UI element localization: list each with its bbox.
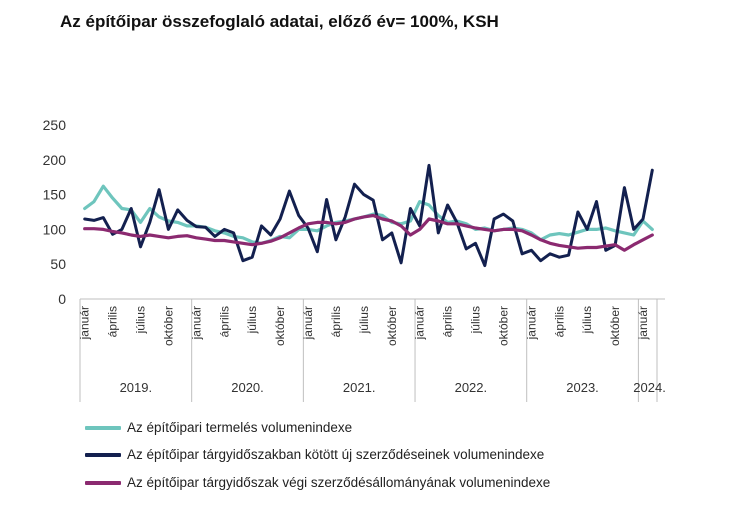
year-label: 2020.: [231, 380, 264, 395]
y-tick-label: 200: [43, 152, 67, 168]
month-tick-label: július: [357, 306, 371, 334]
legend-label-contract-stock: Az építőipar tárgyidőszak végi szerződés…: [127, 475, 551, 490]
y-tick-label: 0: [58, 291, 66, 307]
legend-label-new-contracts: Az építőipar tárgyidőszakban kötött új s…: [127, 447, 545, 462]
legend-swatch-contract-stock: [85, 480, 121, 485]
year-label: 2019.: [120, 380, 153, 395]
month-tick-label: január: [524, 306, 538, 340]
chart-title: Az építőipar összefoglaló adatai, előző …: [60, 12, 499, 31]
legend-item-contract-stock: Az építőipar tárgyidőszak végi szerződés…: [85, 475, 550, 490]
month-tick-label: április: [552, 306, 566, 337]
y-tick-label: 150: [43, 187, 67, 203]
month-tick-label: április: [329, 306, 343, 337]
month-tick-label: október: [161, 306, 175, 346]
year-label: 2021.: [343, 380, 376, 395]
legend-label-production: Az építőipari termelés volumenindexe: [127, 420, 353, 435]
legend-item-production: Az építőipari termelés volumenindexe: [85, 420, 352, 435]
series-line-3: [83, 213, 654, 252]
year-label: 2022.: [455, 380, 488, 395]
legend-item-new-contracts: Az építőipar tárgyidőszakban kötött új s…: [85, 447, 544, 462]
line-chart: 0 50 100 150 200 250 2019. 2020. 2021. 2022. 2023…: [43, 117, 666, 402]
month-tick-label: január: [189, 306, 203, 340]
month-tick-label: október: [496, 306, 510, 346]
legend-swatch-new-contracts: [85, 452, 121, 457]
month-tick-label: január: [301, 306, 315, 340]
month-tick-label: január: [413, 306, 427, 340]
month-tick-label: október: [608, 306, 622, 346]
series-line-2: [83, 163, 654, 268]
month-tick-label: október: [273, 306, 287, 346]
year-label: 2024.: [633, 380, 666, 395]
month-tick-label: január: [636, 306, 650, 340]
legend-swatch-production: [85, 425, 121, 430]
month-tick-label: január: [78, 306, 92, 340]
y-tick-label: 100: [43, 221, 67, 237]
month-tick-label: október: [385, 306, 399, 346]
month-tick-label: július: [245, 306, 259, 334]
month-tick-label: július: [133, 306, 147, 334]
month-tick-label: július: [469, 306, 483, 334]
month-tick-label: április: [217, 306, 231, 337]
month-tick-label: április: [106, 306, 120, 337]
y-tick-label: 250: [43, 117, 67, 133]
y-tick-label: 50: [50, 256, 66, 272]
month-tick-label: április: [441, 306, 455, 337]
year-label: 2023.: [566, 380, 599, 395]
month-tick-label: július: [580, 306, 594, 334]
